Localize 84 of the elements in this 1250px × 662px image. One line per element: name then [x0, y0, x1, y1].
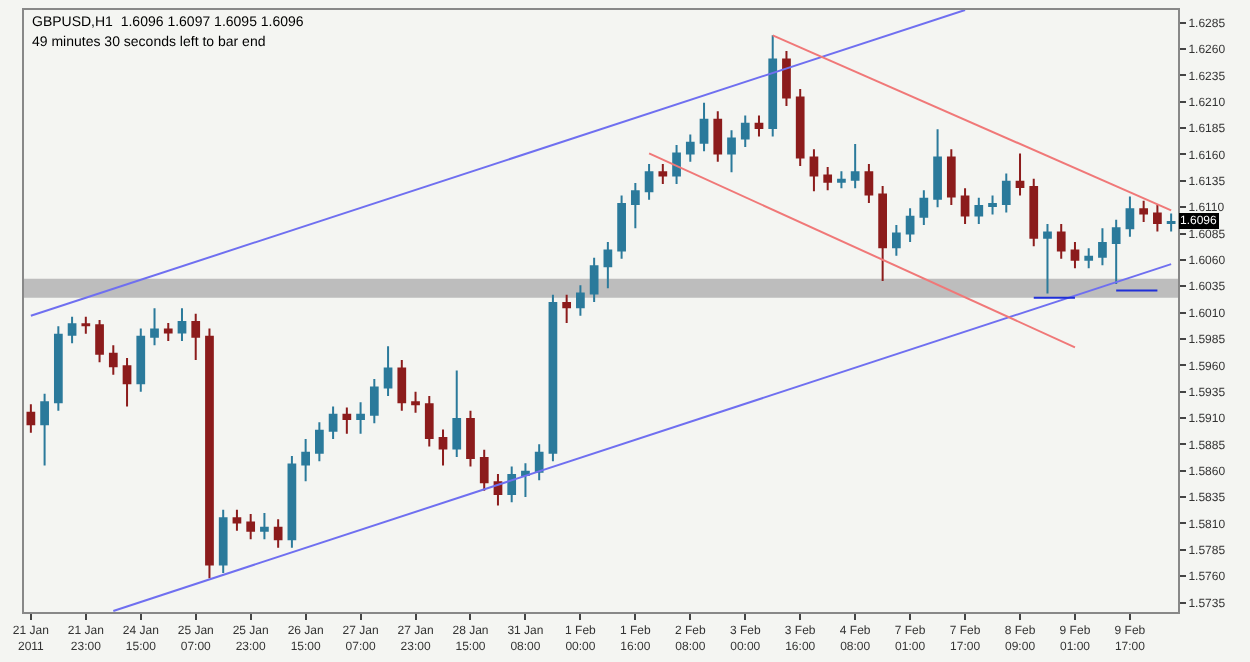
candlestick: [1001, 172, 1011, 214]
candlestick: [685, 133, 695, 163]
candlestick: [1043, 223, 1052, 295]
candlestick: [438, 428, 448, 467]
candlestick: [974, 196, 984, 226]
candlestick: [466, 409, 475, 468]
candlestick: [260, 511, 269, 541]
candlestick: [905, 207, 915, 243]
candlestick: [205, 327, 214, 580]
candlestick: [1084, 247, 1094, 270]
candlestick: [177, 307, 187, 343]
candlestick: [1166, 212, 1176, 233]
candlestick: [946, 148, 956, 207]
candlestick: [342, 406, 352, 435]
candlestick: [95, 318, 104, 364]
candlestick: [315, 421, 324, 463]
candlestick: [356, 401, 365, 435]
candlestick: [1153, 204, 1162, 233]
candlestick: [658, 162, 668, 185]
candlestick: [1139, 199, 1149, 223]
candlestick: [713, 110, 723, 163]
candlestick: [644, 162, 654, 201]
candlestick: [782, 50, 791, 107]
candlestick: [507, 465, 517, 504]
candlestick: [1098, 227, 1107, 267]
candlestick: [1125, 195, 1135, 238]
candlestick: [287, 454, 297, 549]
candlestick: [246, 512, 256, 541]
candlestick: [534, 443, 544, 482]
candlestick: [301, 438, 310, 483]
candlestick: [108, 344, 118, 376]
candlestick: [369, 378, 379, 425]
candlestick: [630, 181, 640, 230]
candlestick: [521, 462, 530, 499]
candlestick: [424, 394, 434, 448]
candlestick: [1056, 223, 1066, 260]
candlestick: [699, 101, 709, 153]
candlestick: [576, 284, 585, 317]
candlestick: [850, 142, 860, 190]
candlestick: [768, 34, 778, 138]
candlestick: [328, 405, 338, 441]
candlestick: [795, 88, 805, 168]
candlestick: [383, 345, 393, 397]
candlestick: [493, 472, 503, 507]
candlestick: [1111, 218, 1121, 286]
candlestick: [273, 518, 283, 549]
candlestick: [548, 293, 558, 463]
candlestick: [740, 114, 750, 149]
candlestick: [878, 185, 887, 282]
candlestick: [26, 403, 36, 434]
candlestick: [136, 327, 146, 393]
candlestick: [122, 356, 132, 408]
candlestick: [562, 293, 572, 325]
candlestick: [232, 508, 242, 532]
candlestick: [1070, 240, 1080, 270]
candlestick: [809, 148, 819, 193]
candlestick: [960, 187, 970, 226]
candlestick: [191, 312, 201, 362]
candlestick: [754, 114, 764, 138]
candlestick: [837, 170, 846, 190]
candlestick: [411, 390, 420, 414]
candlestick: [53, 325, 63, 412]
candlestick: [452, 369, 462, 459]
candlestick: [988, 194, 997, 216]
candlestick: [40, 392, 49, 467]
candlestick: [672, 143, 681, 185]
candlestick: [397, 359, 407, 412]
candlestick: [864, 162, 874, 204]
candlestick: [727, 129, 736, 174]
candlestick: [163, 322, 173, 343]
candlestick: [919, 189, 929, 227]
candlestick: [479, 448, 489, 492]
candlestick: [823, 166, 833, 192]
candlestick: [892, 224, 901, 257]
candlestick: [1029, 177, 1039, 248]
candlestick: [933, 128, 942, 209]
candlestick: [617, 194, 626, 260]
candlestick: [589, 256, 599, 304]
candlestick: [150, 307, 159, 347]
candlestick: [67, 315, 77, 345]
candlestick: [81, 315, 91, 335]
candlestick: [1015, 152, 1025, 197]
candlestick: [603, 240, 613, 290]
candlestick: [218, 508, 228, 574]
